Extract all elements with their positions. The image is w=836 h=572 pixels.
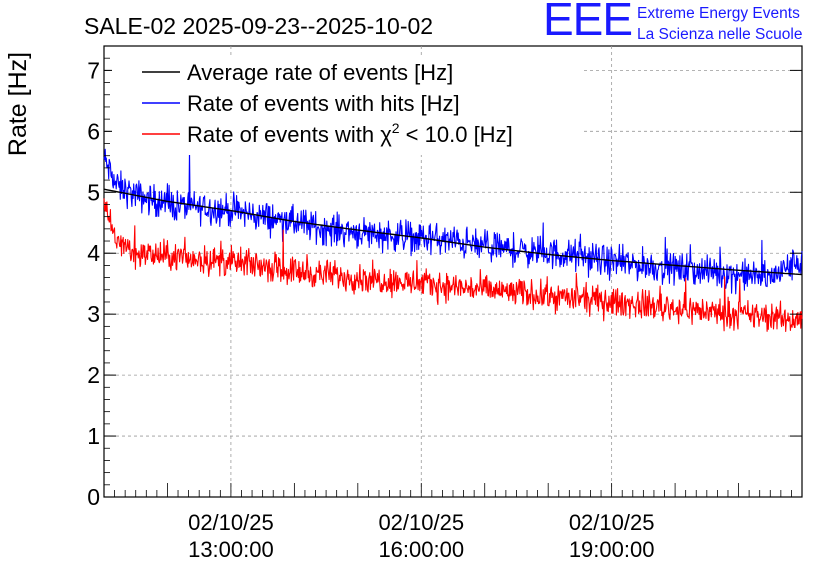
y-tick-label: 2: [87, 362, 100, 388]
legend: Average rate of events [Hz] Rate of even…: [112, 55, 582, 155]
chart-title: SALE-02 2025-09-23--2025-10-02: [84, 13, 433, 39]
series-layer: [103, 148, 803, 333]
y-axis-label: Rate [Hz]: [4, 52, 32, 156]
y-tick-label: 5: [87, 179, 100, 205]
y-tick-label: 6: [87, 118, 100, 144]
eee-logo-letters: EEE: [543, 0, 633, 45]
y-tick-label: 4: [87, 240, 100, 266]
series-chi2-rate: [103, 198, 803, 333]
legend-label-hits: Rate of events with hits [Hz]: [187, 91, 460, 116]
x-tick-date: 02/10/25: [378, 510, 464, 535]
x-tick-labels: 02/10/25 13:00:00 02/10/25 16:00:00 02/1…: [188, 510, 654, 562]
x-tick-time: 19:00:00: [569, 537, 655, 562]
y-tick-labels: 0 1 2 3 4 5 6 7: [87, 57, 100, 510]
x-tick-time: 16:00:00: [378, 537, 464, 562]
x-tick-time: 13:00:00: [188, 537, 274, 562]
x-tick-date: 02/10/25: [569, 510, 655, 535]
series-average-rate: [103, 188, 803, 276]
y-tick-label: 0: [87, 484, 100, 510]
logo-title-line: Extreme Energy Events: [637, 5, 800, 22]
y-tick-label: 3: [87, 301, 100, 327]
logo-subtitle-line: La Scienza nelle Scuole: [637, 26, 803, 43]
legend-label-average: Average rate of events [Hz]: [187, 60, 453, 85]
legend-background: [112, 55, 582, 155]
series-hits-rate: [103, 148, 803, 295]
legend-label-chi2: Rate of events with χ2 < 10.0 [Hz]: [187, 120, 513, 147]
y-tick-label: 7: [87, 57, 100, 83]
eee-logo: EEE Extreme Energy Events La Scienza nel…: [543, 0, 833, 46]
y-tick-label: 1: [87, 423, 100, 449]
x-tick-date: 02/10/25: [188, 510, 274, 535]
